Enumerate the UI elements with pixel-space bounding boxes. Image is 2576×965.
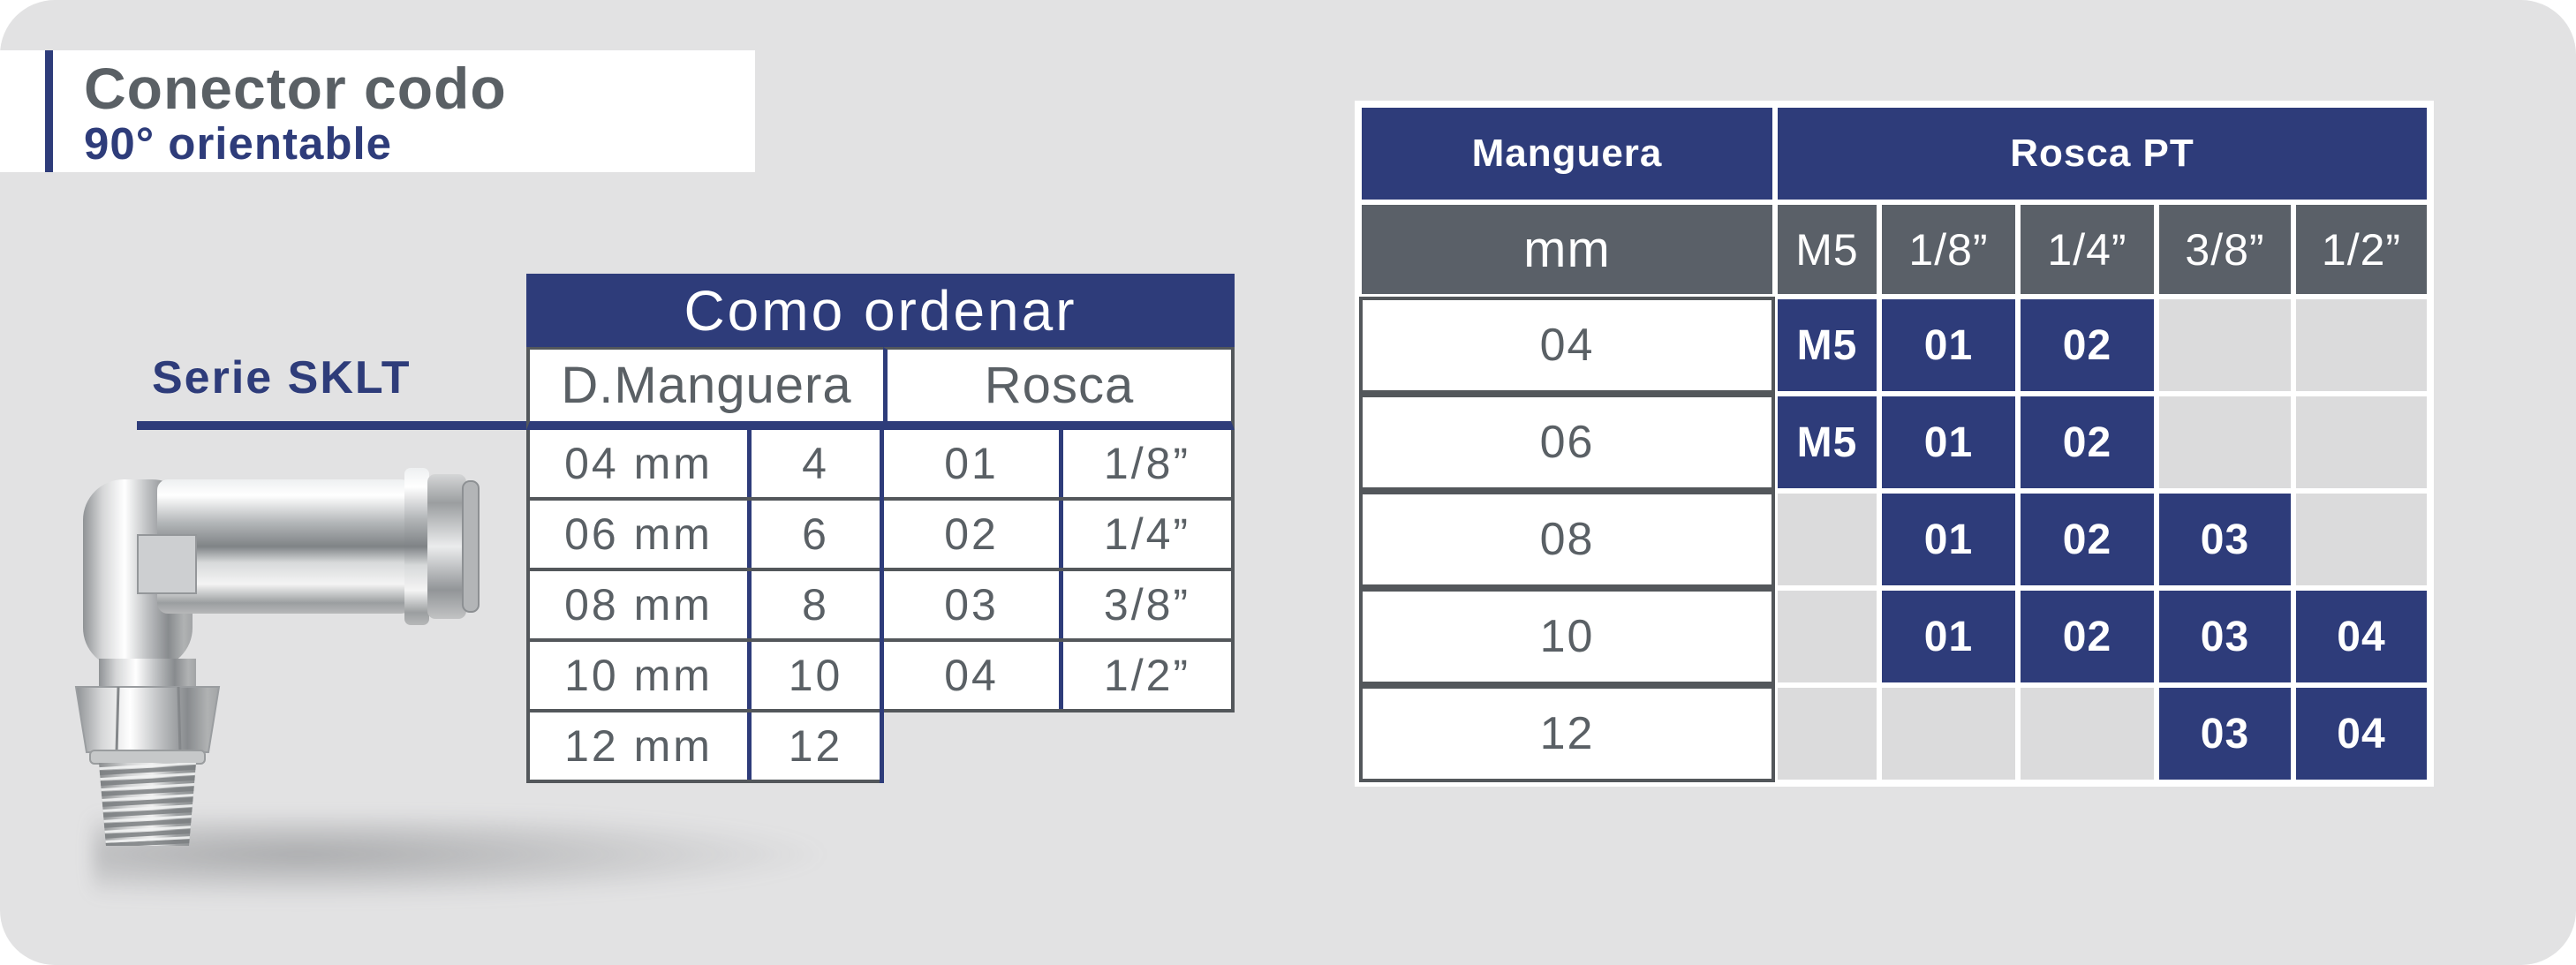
hose-size-cell: 04 mm — [564, 439, 713, 488]
matrix-cell: M5 — [1775, 394, 1879, 491]
matrix-cell: 01 — [1879, 588, 2018, 685]
matrix-cell: 02 — [2018, 297, 2157, 394]
hose-code-cell: 10 — [747, 642, 880, 709]
matrix-cell: 02 — [2018, 588, 2157, 685]
thread-size-cell: 3/8” — [1059, 571, 1231, 638]
product-photo-elbow-connector-icon — [74, 468, 480, 846]
matrix-cell — [2157, 394, 2293, 491]
matrix-header-rosca-pt: Rosca PT — [1775, 105, 2429, 202]
matrix-thread-col-header: 3/8” — [2157, 202, 2293, 297]
matrix-cell — [2293, 297, 2429, 394]
hose-code-cell: 6 — [747, 501, 880, 568]
matrix-size-cell: 12 — [1359, 685, 1775, 782]
table-row: 12 mm 12 — [530, 712, 880, 783]
matrix-cell — [1879, 685, 2018, 782]
matrix-cell — [1775, 491, 1879, 588]
matrix-cell: 03 — [2157, 685, 2293, 782]
matrix-cell — [1775, 685, 1879, 782]
series-label: Serie SKLT — [152, 352, 412, 403]
table-row: 02 1/4” — [884, 501, 1231, 571]
matrix-size-cell: 06 — [1359, 394, 1775, 491]
matrix-cell — [2293, 394, 2429, 491]
hose-code-cell: 12 — [747, 712, 880, 780]
thread-code-cell: 02 — [944, 509, 999, 559]
matrix-cell — [1775, 588, 1879, 685]
matrix-unit-header: mm — [1359, 202, 1775, 297]
hose-code-cell: 8 — [747, 571, 880, 638]
thread-compatibility-table: Manguera Rosca PT mm M5 1/8” 1/4” 3/8” 1… — [1355, 101, 2434, 787]
order-table-hose-columns: 04 mm 4 06 mm 6 08 mm 8 10 mm 10 12 mm — [526, 430, 884, 783]
order-table-header-hose: D.Manguera — [530, 347, 883, 421]
matrix-header-manguera: Manguera — [1359, 105, 1775, 202]
page-subtitle: 90° orientable — [84, 118, 393, 169]
title-band: Conector codo 90° orientable — [0, 50, 755, 172]
matrix-cell: 04 — [2293, 588, 2429, 685]
table-row: 10 mm 10 — [530, 642, 880, 712]
order-table-thread-columns: 01 1/8” 02 1/4” 03 3/8” 04 1/2” — [884, 430, 1235, 712]
thread-code-cell: 01 — [944, 439, 999, 488]
matrix-size-cell: 10 — [1359, 588, 1775, 685]
matrix-cell: 04 — [2293, 685, 2429, 782]
matrix-cell — [2293, 491, 2429, 588]
matrix-cell: M5 — [1775, 297, 1879, 394]
matrix-cell: 01 — [1879, 297, 2018, 394]
matrix-cell: 02 — [2018, 394, 2157, 491]
hose-size-cell: 06 mm — [564, 509, 713, 559]
series-underline — [137, 421, 526, 430]
title-accent-bar — [45, 50, 53, 172]
matrix-cell: 01 — [1879, 394, 2018, 491]
order-table-body: 04 mm 4 06 mm 6 08 mm 8 10 mm 10 12 mm — [526, 430, 1235, 783]
matrix-thread-col-header: 1/4” — [2018, 202, 2157, 297]
thread-size-cell: 1/8” — [1059, 430, 1231, 497]
hose-size-cell: 10 mm — [564, 651, 713, 700]
order-table-subheader: D.Manguera Rosca — [526, 347, 1235, 430]
hose-code-cell: 4 — [747, 430, 880, 497]
thread-size-cell: 1/4” — [1059, 501, 1231, 568]
table-row: 06 mm 6 — [530, 501, 880, 571]
matrix-thread-col-header: 1/2” — [2293, 202, 2429, 297]
matrix-thread-col-header: M5 — [1775, 202, 1879, 297]
thread-code-cell: 04 — [944, 651, 999, 700]
matrix-thread-col-header: 1/8” — [1879, 202, 2018, 297]
product-shadow — [93, 817, 835, 901]
table-row: 03 3/8” — [884, 571, 1231, 642]
thread-size-cell: 1/2” — [1059, 642, 1231, 709]
matrix-size-cell: 08 — [1359, 491, 1775, 588]
table-row: 04 mm 4 — [530, 430, 880, 501]
matrix-size-cell: 04 — [1359, 297, 1775, 394]
table-row: 08 mm 8 — [530, 571, 880, 642]
order-table-title: Como ordenar — [526, 274, 1235, 347]
table-row: 04 1/2” — [884, 642, 1231, 712]
hose-size-cell: 12 mm — [564, 721, 713, 771]
hose-size-cell: 08 mm — [564, 580, 713, 630]
matrix-cell: 02 — [2018, 491, 2157, 588]
matrix-cell: 03 — [2157, 491, 2293, 588]
page-title: Conector codo — [84, 56, 507, 121]
matrix-cell: 01 — [1879, 491, 2018, 588]
matrix-cell — [2157, 297, 2293, 394]
table-row: 01 1/8” — [884, 430, 1231, 501]
order-table: Como ordenar D.Manguera Rosca 04 mm 4 06… — [526, 274, 1235, 783]
order-table-header-thread: Rosca — [883, 347, 1231, 421]
matrix-cell: 03 — [2157, 588, 2293, 685]
matrix-cell — [2018, 685, 2157, 782]
thread-code-cell: 03 — [944, 580, 999, 630]
